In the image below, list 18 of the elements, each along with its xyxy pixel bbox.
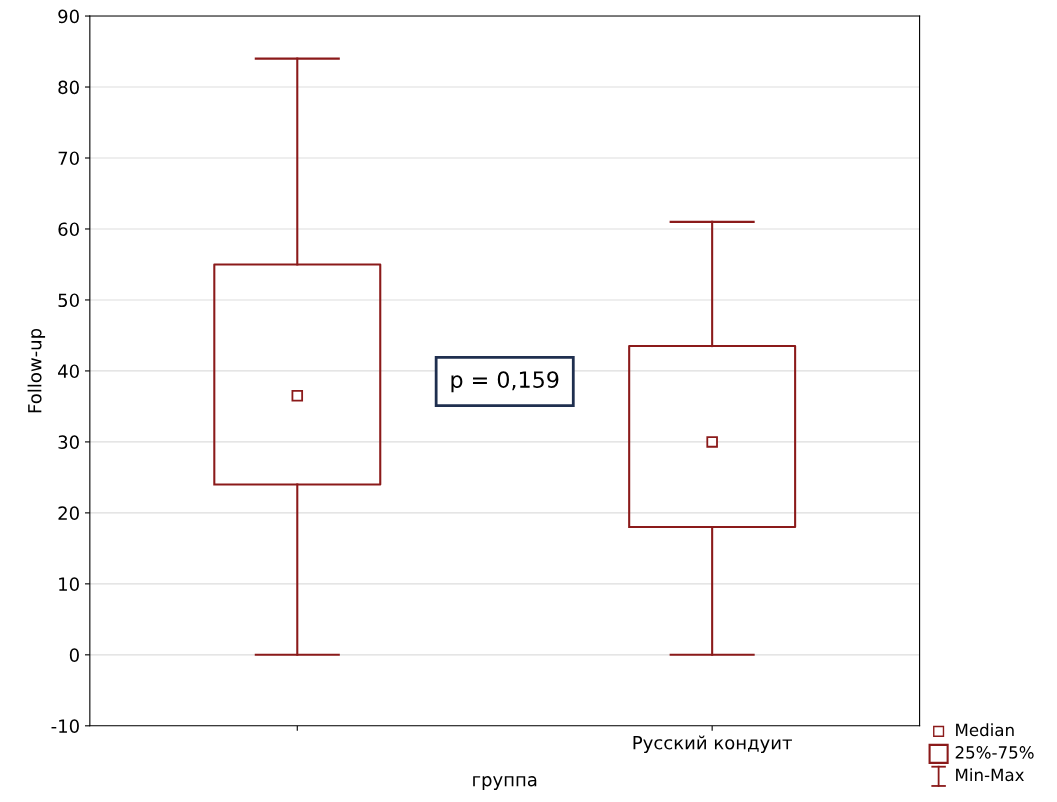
y-tick-label: 50 [58, 293, 79, 308]
y-tick-label: 90 [58, 9, 79, 24]
y-tick-label: -10 [51, 719, 79, 733]
y-tick-label: 0 [69, 648, 79, 662]
x-tick-label: Русский кондуит [633, 735, 792, 754]
text: Min-Max [956, 768, 1024, 782]
text: Median [956, 723, 1014, 737]
y-tick-label: 20 [58, 506, 79, 520]
x-axis-title: группа [473, 776, 537, 790]
y-tick-label: 60 [58, 222, 79, 237]
y-tick-label: 40 [58, 364, 79, 379]
annotation: p = 0,159 [451, 371, 559, 393]
y-tick-label: 80 [58, 80, 79, 95]
y-tick-label: 30 [58, 435, 79, 450]
y-tick-label: 10 [59, 577, 79, 591]
text: 25%-75% [955, 746, 1034, 759]
y-axis-title: Follow-up [27, 328, 46, 413]
y-tick-label: 70 [58, 151, 79, 166]
